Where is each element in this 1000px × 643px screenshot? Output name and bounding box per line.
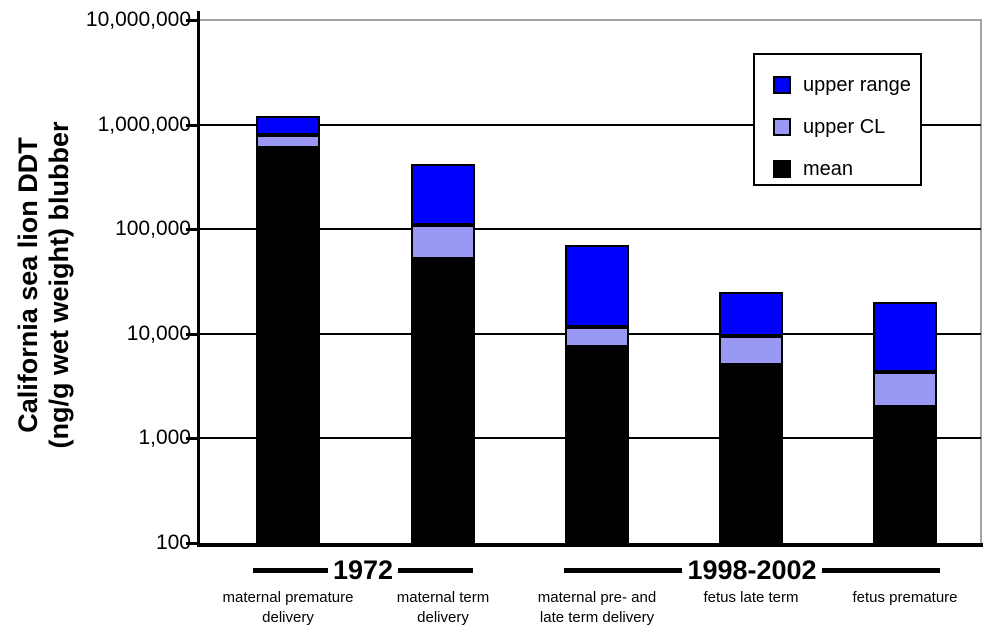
y-axis-tick (186, 542, 198, 545)
bar-1-segment-upper-cl (411, 224, 475, 259)
x-axis-label: maternal premature delivery (193, 588, 383, 628)
x-axis-label-line1: maternal pre- and (537, 589, 657, 606)
legend-swatch-mean (773, 160, 791, 178)
legend: upper range upper CL mean (753, 53, 922, 186)
y-axis-title: California sea lion DDT (ng/g wet weight… (13, 122, 75, 449)
group-line-right (398, 567, 474, 573)
bar-2-segment-upper-cl (565, 327, 629, 347)
x-axis-label: fetus premature (810, 588, 1000, 608)
y-axis-title-line1: California sea lion DDT (13, 137, 43, 433)
y-axis-tick-label: 1,000,000 (97, 112, 191, 136)
y-axis-line (197, 11, 200, 547)
group-1972: 1972 (253, 555, 474, 585)
legend-label: upper CL (803, 116, 886, 138)
bar-3-segment-upper-cl (719, 336, 783, 366)
x-axis-label: maternal term delivery (348, 588, 538, 628)
plot-top-border (200, 19, 981, 21)
bar-3-segment-mean (719, 365, 783, 543)
gridline-1000000 (200, 123, 981, 126)
x-axis-label-line1: fetus premature (852, 589, 958, 606)
group-line-right (821, 567, 940, 573)
bar-4-segment-mean (873, 406, 937, 543)
y-axis-tick (186, 123, 198, 127)
x-axis-label: fetus late term (656, 588, 846, 608)
group-line-left (564, 567, 683, 573)
x-axis-label-line1: maternal term (396, 589, 490, 606)
bar-0-segment-upper-range (256, 116, 320, 135)
legend-item: upper CL (773, 117, 920, 137)
y-axis-tick-label: 10,000 (126, 321, 191, 345)
y-axis-tick-label: 1,000 (138, 426, 191, 450)
y-axis-tick (186, 332, 198, 336)
y-axis-tick (186, 19, 198, 22)
bar-3-segment-upper-range (719, 292, 783, 337)
x-axis-label-line2: late term delivery (539, 609, 655, 626)
bar-1-segment-upper-range (411, 164, 475, 225)
legend-swatch-upper-range (773, 76, 791, 94)
bar-0-segment-upper-cl (256, 134, 320, 148)
bar-4-segment-upper-cl (873, 372, 937, 407)
legend-swatch-upper-CL (773, 118, 791, 136)
bar-1-segment-mean (411, 258, 475, 543)
bar-2-segment-upper-range (565, 245, 629, 328)
x-axis-label-line1: fetus late term (703, 589, 799, 606)
bar-0-segment-mean (256, 147, 320, 543)
group-line-left (253, 567, 328, 573)
y-axis-tick (186, 228, 198, 232)
legend-item: mean (773, 159, 920, 179)
y-axis-tick-label: 100 (155, 531, 191, 554)
y-axis-tick-label: 10,000,000 (85, 8, 191, 31)
group-1998-2002: 1998-2002 (564, 556, 940, 584)
gridline-100000 (200, 228, 981, 231)
legend-label: upper range (803, 74, 911, 96)
x-axis-label-line2: delivery (417, 609, 469, 626)
x-axis-line (197, 543, 983, 547)
legend-label: mean (803, 158, 854, 180)
plot-right-border (980, 19, 982, 543)
legend-item: upper range (773, 75, 920, 95)
bar-2-segment-mean (565, 346, 629, 543)
bar-4-segment-upper-range (873, 302, 937, 373)
y-axis-tick (186, 437, 198, 441)
y-axis-title-line2: (ng/g wet weight) blubber (44, 121, 74, 449)
x-axis-label-line1: maternal premature (222, 589, 354, 606)
x-axis-label-line2: delivery (262, 609, 314, 626)
x-axis-label: maternal pre- and late term delivery (502, 588, 692, 628)
group-label: 1972 (332, 555, 394, 585)
y-axis-tick-label: 100,000 (115, 217, 191, 241)
group-label: 1998-2002 (687, 555, 817, 585)
